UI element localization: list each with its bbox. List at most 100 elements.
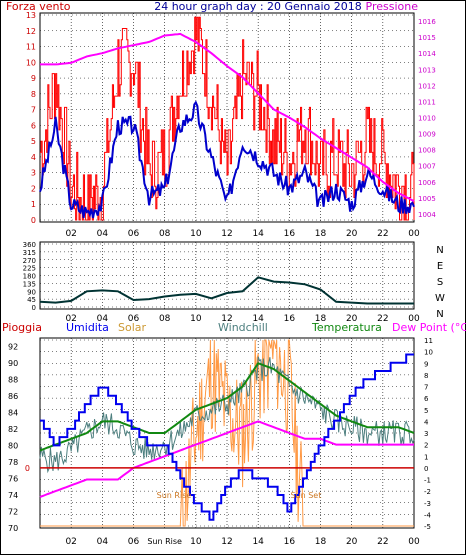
- direction-tick-label: 90: [27, 288, 36, 296]
- legend-label: Pioggia: [2, 321, 42, 334]
- pressure-tick-label: 1005: [418, 195, 436, 203]
- pressure-axis-title: Pressione: [366, 0, 419, 13]
- pressure-tick-label: 1006: [418, 179, 436, 187]
- hour-tick-label: 18: [315, 537, 327, 547]
- temperature-tick-label: 7: [424, 384, 428, 392]
- temperature-tick-label: -2: [424, 488, 431, 496]
- hour-tick-label: 22: [377, 537, 388, 547]
- wind-axis-title: Forza vento: [6, 0, 71, 13]
- temperature-tick-label: 0: [424, 465, 428, 473]
- hour-tick-label: 16: [284, 314, 296, 324]
- pressure-tick-label: 1009: [418, 131, 436, 139]
- hour-tick-label: 06: [128, 229, 140, 239]
- wind-pressure-panel: 0123456789101112131004100510061007100810…: [26, 11, 437, 239]
- humidity-tick-label: 78: [8, 458, 18, 467]
- compass-label: S: [437, 277, 443, 288]
- pressure-tick-label: 1008: [418, 147, 436, 155]
- hour-tick-label: Sun Rise: [147, 537, 182, 546]
- series-pressure: [40, 32, 415, 202]
- hour-tick-label: 10: [190, 229, 202, 239]
- hour-tick-label: 00: [408, 229, 420, 239]
- hour-tick-label: 16: [284, 537, 296, 547]
- temperature-tick-label: 6: [424, 395, 429, 403]
- hour-tick-label: 18: [315, 314, 327, 324]
- temperature-tick-label: 5: [424, 407, 428, 415]
- humidity-tick-label: 72: [8, 507, 18, 516]
- hour-tick-label: 04: [97, 314, 109, 324]
- pressure-tick-label: 1011: [418, 98, 436, 106]
- series-wind-average: [39, 100, 415, 219]
- hour-tick-label: 10: [190, 537, 202, 547]
- legend-label: Temperatura: [311, 321, 382, 334]
- series-solar: [40, 339, 414, 527]
- direction-tick-label: 135: [23, 280, 36, 288]
- pressure-tick-label: 1016: [418, 18, 436, 26]
- direction-tick-label: 360: [23, 241, 36, 249]
- wind-tick-label: 3: [31, 169, 36, 178]
- rain-zero-label: 0: [25, 464, 30, 473]
- hour-tick-label: 00: [408, 314, 420, 324]
- temperature-tick-label: -3: [424, 500, 431, 508]
- wind-tick-label: 12: [26, 27, 36, 36]
- wind-tick-label: 0: [31, 216, 36, 225]
- annotation-sun-set: Sun Set: [290, 491, 321, 500]
- humidity-tick-label: 86: [8, 392, 18, 401]
- wind-tick-label: 8: [31, 90, 36, 99]
- hour-tick-label: 22: [377, 229, 388, 239]
- hour-tick-label: 20: [346, 537, 358, 547]
- direction-tick-label: 0: [32, 304, 36, 312]
- hour-tick-label: 12: [221, 537, 232, 547]
- legend-label: Windchill: [218, 321, 268, 334]
- hour-tick-label: 10: [190, 314, 202, 324]
- hour-tick-label: 02: [65, 314, 76, 324]
- series-dewpoint: [39, 420, 414, 498]
- wind-tick-label: 13: [26, 11, 36, 20]
- hour-tick-label: 20: [346, 314, 358, 324]
- hour-tick-label: 16: [284, 229, 296, 239]
- pressure-tick-label: 1007: [418, 163, 436, 171]
- humidity-tick-label: 74: [8, 491, 18, 500]
- hour-tick-label: 04: [97, 229, 109, 239]
- hour-tick-label: 04: [97, 537, 109, 547]
- temperature-tick-label: 11: [424, 337, 433, 345]
- pressure-tick-label: 1010: [418, 115, 436, 123]
- temperature-tick-label: 4: [424, 418, 429, 426]
- compass-label: N: [436, 245, 443, 256]
- humidity-tick-label: 80: [8, 441, 18, 450]
- hour-tick-label: 18: [315, 229, 327, 239]
- series-temperature: [39, 362, 415, 452]
- humidity-tick-label: 84: [8, 408, 18, 417]
- direction-tick-label: 180: [23, 273, 36, 281]
- pressure-tick-label: 1015: [418, 34, 436, 42]
- wind-tick-label: 2: [31, 184, 36, 193]
- compass-label: E: [437, 261, 443, 272]
- temperature-tick-label: -4: [424, 511, 432, 519]
- legend-label: Dew Point (°C): [392, 321, 466, 334]
- hour-tick-label: 12: [221, 314, 232, 324]
- humidity-tick-label: 70: [8, 524, 18, 533]
- temperature-tick-label: -1: [424, 477, 431, 485]
- direction-tick-label: 270: [23, 257, 36, 265]
- humidity-tick-label: 82: [8, 425, 18, 434]
- hour-tick-label: 02: [65, 537, 76, 547]
- graph-title: 24 hour graph day : 20 Gennaio 2018: [154, 0, 362, 13]
- hour-tick-label: 08: [159, 314, 171, 324]
- hour-tick-label: 06: [128, 314, 140, 324]
- legend-label: Solar: [118, 321, 147, 334]
- pressure-tick-label: 1004: [418, 211, 436, 219]
- temperature-tick-label: 2: [424, 442, 428, 450]
- wind-tick-label: 1: [31, 200, 36, 209]
- hour-tick-label: 14: [252, 314, 264, 324]
- temperature-tick-label: 10: [424, 349, 433, 357]
- temperature-tick-label: 8: [424, 372, 428, 380]
- wind-tick-label: 11: [26, 43, 36, 52]
- hour-tick-label: 22: [377, 314, 388, 324]
- temperature-tick-label: 9: [424, 360, 428, 368]
- direction-tick-label: 315: [23, 249, 36, 257]
- pressure-tick-label: 1013: [418, 66, 436, 74]
- annotation-sun-rise: Sun Rise: [157, 491, 192, 500]
- hour-tick-label: 06: [128, 537, 140, 547]
- temperature-tick-label: -5: [424, 523, 431, 531]
